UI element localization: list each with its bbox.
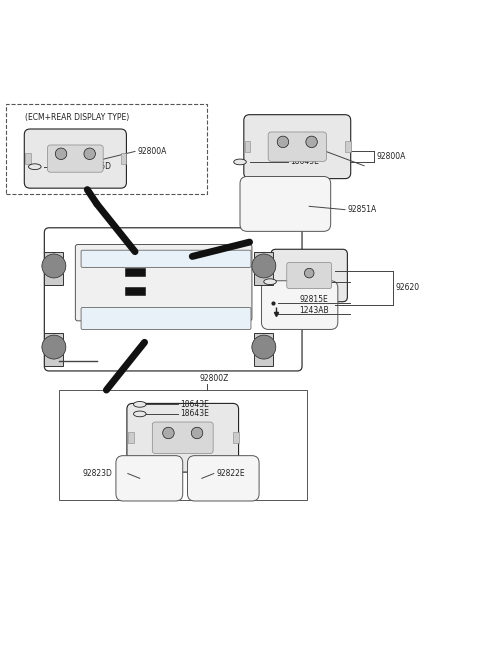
FancyBboxPatch shape <box>262 281 338 329</box>
Circle shape <box>192 427 203 439</box>
Circle shape <box>277 136 288 148</box>
FancyBboxPatch shape <box>125 287 144 295</box>
FancyBboxPatch shape <box>48 145 103 172</box>
FancyBboxPatch shape <box>188 456 259 501</box>
FancyBboxPatch shape <box>244 115 351 178</box>
FancyBboxPatch shape <box>81 250 251 268</box>
FancyBboxPatch shape <box>81 308 251 329</box>
Text: 92823D: 92823D <box>83 469 112 478</box>
Text: 18645E: 18645E <box>290 157 319 167</box>
Circle shape <box>42 254 66 278</box>
Text: 92815E: 92815E <box>300 295 328 304</box>
Text: 92851A: 92851A <box>348 205 377 214</box>
Circle shape <box>163 427 174 439</box>
Bar <box>254 252 274 285</box>
Circle shape <box>42 335 66 359</box>
FancyBboxPatch shape <box>287 262 332 289</box>
Bar <box>44 333 63 366</box>
FancyBboxPatch shape <box>44 228 302 371</box>
Circle shape <box>306 136 317 148</box>
Ellipse shape <box>264 279 276 285</box>
Circle shape <box>252 254 276 278</box>
FancyBboxPatch shape <box>59 342 297 357</box>
Text: 92800A: 92800A <box>376 152 406 161</box>
Bar <box>44 252 63 285</box>
Bar <box>254 333 274 366</box>
Text: 92800A: 92800A <box>137 147 167 156</box>
Circle shape <box>252 335 276 359</box>
Circle shape <box>55 148 67 159</box>
Text: 92800Z: 92800Z <box>199 374 229 383</box>
FancyBboxPatch shape <box>271 249 348 302</box>
Text: 92620: 92620 <box>395 283 419 293</box>
FancyBboxPatch shape <box>116 456 183 501</box>
Text: 18643E: 18643E <box>180 400 209 409</box>
Ellipse shape <box>28 164 41 169</box>
Ellipse shape <box>133 401 146 407</box>
Bar <box>120 153 126 164</box>
Text: 92822E: 92822E <box>216 469 245 478</box>
Circle shape <box>304 268 314 278</box>
Text: 18645D: 18645D <box>82 162 111 171</box>
Text: 18643E: 18643E <box>180 409 209 419</box>
FancyBboxPatch shape <box>240 176 331 232</box>
FancyBboxPatch shape <box>268 132 326 161</box>
Bar <box>345 141 351 152</box>
Bar <box>233 432 239 443</box>
Circle shape <box>84 148 96 159</box>
FancyBboxPatch shape <box>125 268 144 276</box>
FancyBboxPatch shape <box>152 422 213 453</box>
FancyBboxPatch shape <box>75 245 252 321</box>
FancyBboxPatch shape <box>127 403 239 472</box>
Ellipse shape <box>133 411 146 417</box>
FancyBboxPatch shape <box>59 390 307 500</box>
Ellipse shape <box>234 159 246 165</box>
Text: 1243AB: 1243AB <box>300 306 329 315</box>
Bar <box>128 432 133 443</box>
FancyBboxPatch shape <box>6 104 206 194</box>
Text: (ECM+REAR DISPLAY TYPE): (ECM+REAR DISPLAY TYPE) <box>25 113 130 122</box>
Bar <box>25 153 31 164</box>
Text: 18645E: 18645E <box>300 270 328 279</box>
FancyBboxPatch shape <box>24 129 126 188</box>
Bar <box>245 141 251 152</box>
